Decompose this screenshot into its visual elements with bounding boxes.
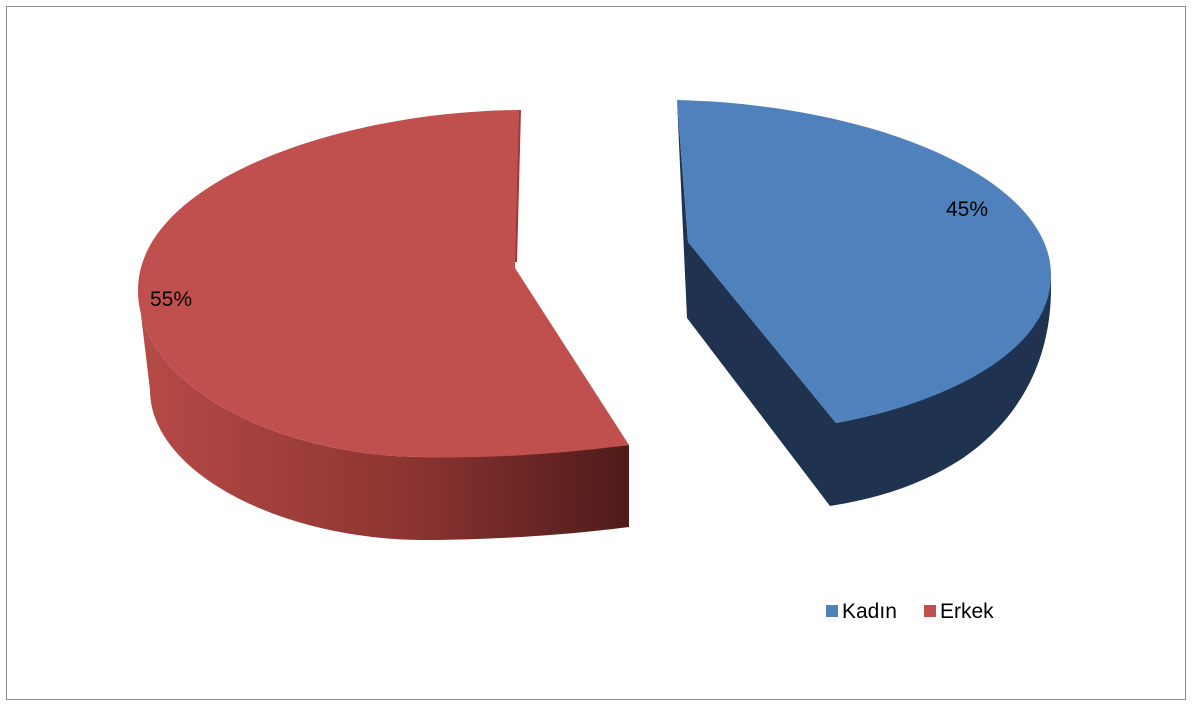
legend-swatch-kadin <box>826 605 838 617</box>
data-label-kadin: 45% <box>946 198 988 221</box>
slice-kadin-top <box>677 100 1051 423</box>
legend-swatch-erkek <box>924 605 936 617</box>
slice-erkek[interactable] <box>138 110 629 540</box>
slice-erkek-side <box>138 290 629 540</box>
slice-kadin-side <box>677 100 1051 506</box>
legend: Kadın Erkek <box>826 600 994 623</box>
legend-label-erkek: Erkek <box>940 600 994 623</box>
data-label-erkek: 55% <box>150 288 192 311</box>
slice-kadin[interactable] <box>677 100 1051 506</box>
slice-erkek-top <box>138 110 629 458</box>
legend-label-kadin: Kadın <box>842 600 897 623</box>
